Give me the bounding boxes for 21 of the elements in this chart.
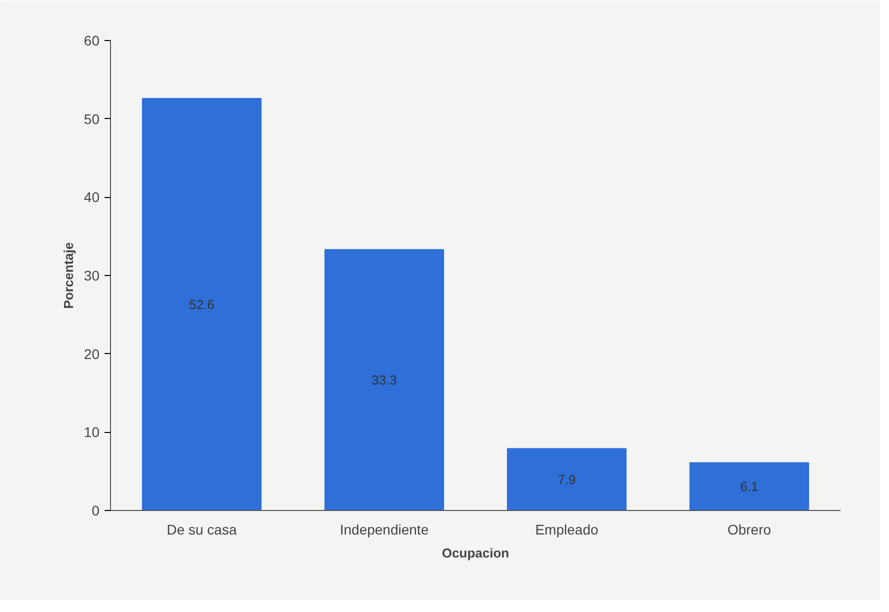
data-label: 7.9 [558, 472, 576, 488]
x-tick-label: Empleado [535, 522, 598, 538]
y-tick-label: 10 [84, 424, 100, 440]
bar [506, 448, 627, 510]
bar [324, 249, 444, 510]
y-tick-label: 0 [92, 502, 100, 518]
y-tick-label: 30 [84, 268, 100, 284]
bar [142, 98, 262, 510]
x-tick-label: Obrero [727, 522, 772, 538]
data-label: 6.1 [740, 479, 758, 494]
x-tick-label: De su casa [166, 522, 237, 538]
y-tick-label: 60 [84, 32, 100, 48]
y-axis-title: Porcentaje [60, 242, 76, 309]
y-tick-label: 40 [84, 189, 100, 206]
data-label: 33.3 [372, 372, 397, 388]
y-tick-label: 50 [84, 110, 100, 127]
bar [689, 462, 810, 510]
y-tick-label: 20 [84, 346, 100, 362]
x-axis-title: Ocupacion [442, 546, 510, 560]
data-label: 52.6 [189, 296, 214, 312]
x-tick-label: Independiente [340, 522, 429, 538]
